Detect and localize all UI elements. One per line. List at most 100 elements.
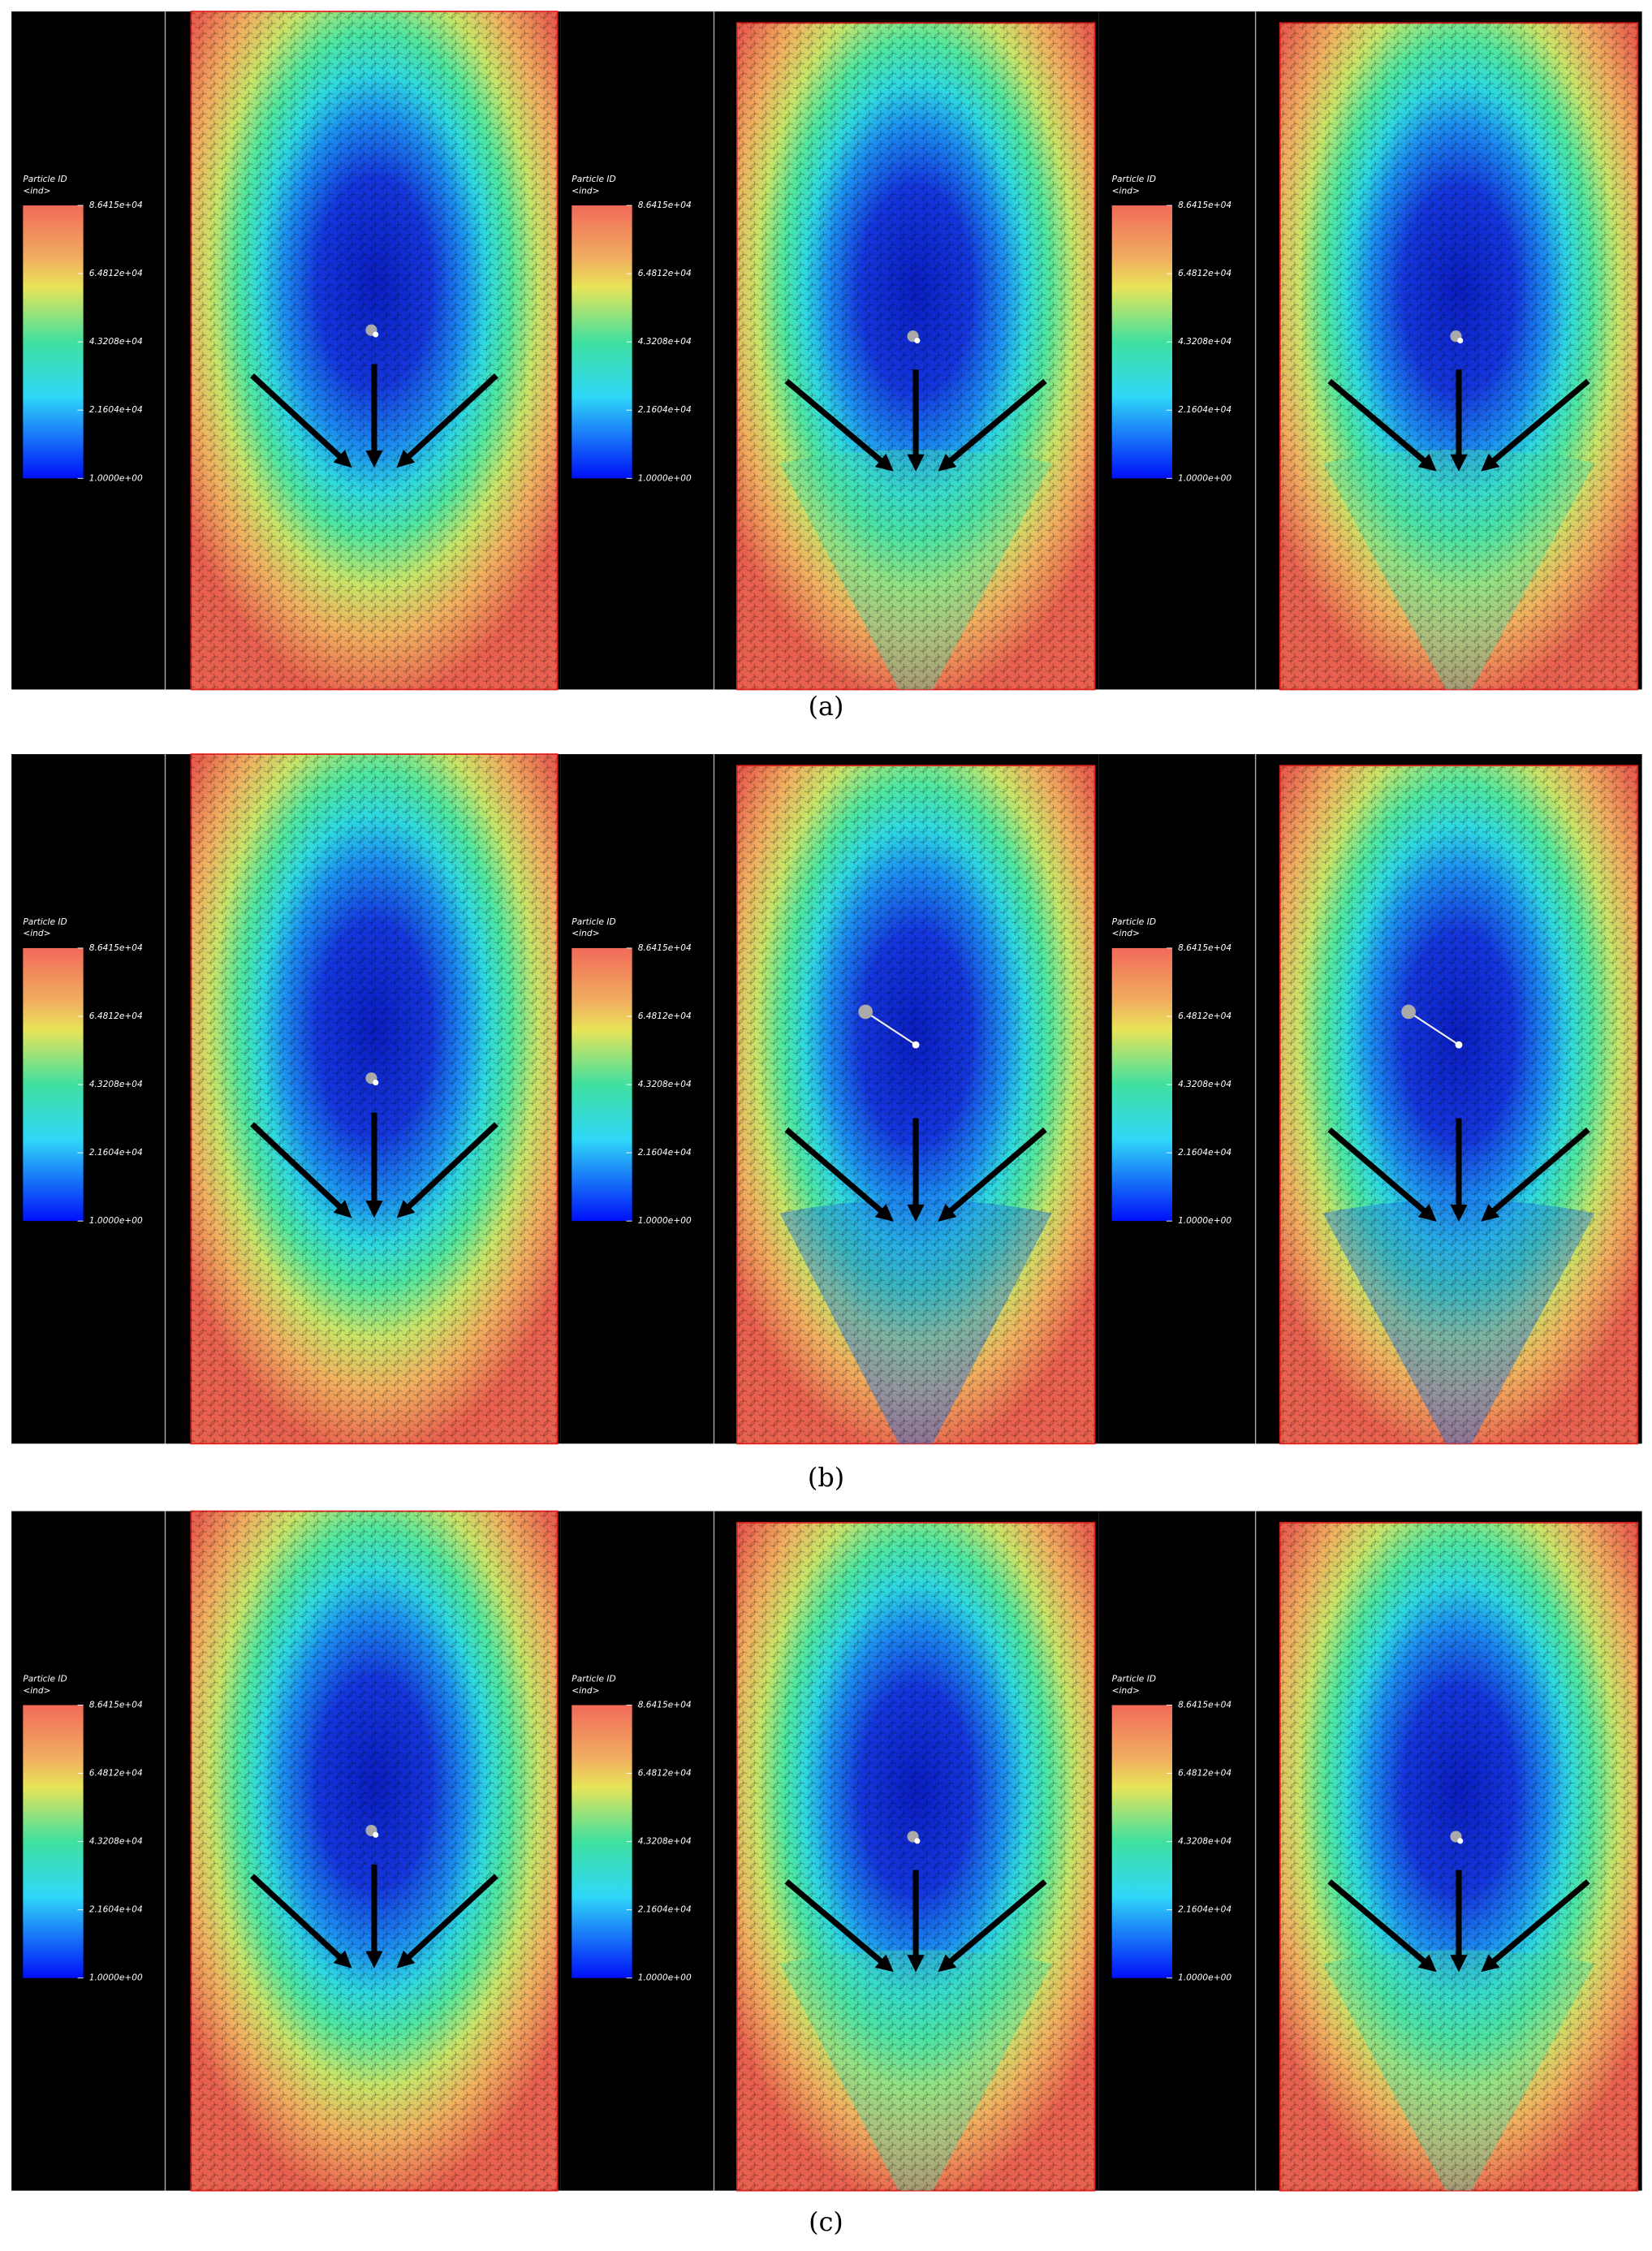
colorbar-tick-label: 8.6415e+04 — [89, 942, 143, 953]
colorbar-title: Particle ID — [23, 1674, 67, 1684]
colorbar-unit: <ind> — [23, 928, 50, 938]
arrow — [250, 1874, 352, 1969]
colorbar — [23, 1705, 84, 1978]
colorbar-tick-label: 1.0000e+00 — [89, 1973, 143, 1983]
figure-body: Particle ID<ind>8.6415e+046.4812e+044.32… — [11, 11, 1642, 2237]
panel: Particle ID<ind> 8.6415e+04 6.4812e+04 4.32… — [11, 11, 561, 691]
colorbar-tick-label: 6.4812e+04 — [89, 1011, 143, 1021]
sphere-tip — [914, 337, 921, 344]
panel: Particle ID<ind> 8.6415e+04 6.4812e+04 4.32… — [560, 1511, 1099, 2192]
arrow — [784, 1127, 894, 1222]
arrow — [250, 1122, 352, 1218]
colorbar-title: Particle ID — [1112, 1674, 1156, 1684]
panel: Particle ID<ind> 8.6415e+04 6.4812e+04 4.32… — [11, 753, 561, 1445]
colorbar-unit: <ind> — [23, 1685, 50, 1696]
colorbar-tick-label: 4.3208e+04 — [638, 1836, 692, 1847]
colorbar-tick-label: 8.6415e+04 — [1178, 200, 1231, 210]
colorbar — [23, 947, 84, 1222]
colorbar-tick-label: 8.6415e+04 — [1178, 1700, 1231, 1710]
colorbar — [572, 1705, 632, 1978]
colorbar-tick-label: 1.0000e+00 — [89, 472, 143, 483]
row-label: (c) — [809, 2206, 843, 2237]
colorbar-tick-label: 2.1604e+04 — [1178, 404, 1231, 415]
colorbar-title: Particle ID — [23, 174, 67, 184]
colorbar-tick-label: 2.1604e+04 — [638, 1904, 692, 1915]
colorbar-tick-label: 8.6415e+04 — [638, 200, 692, 210]
colorbar-tick-label: 1.0000e+00 — [1178, 1215, 1231, 1226]
sphere-tip — [1455, 1041, 1463, 1049]
sphere-tip — [1457, 337, 1464, 344]
panel: Particle ID<ind> 8.6415e+04 6.4812e+04 4.32… — [560, 754, 1099, 1445]
sphere-tip — [914, 1838, 921, 1844]
sphere-tip — [373, 1080, 379, 1086]
colorbar-tick-label: 6.4812e+04 — [89, 1768, 143, 1779]
colorbar-tick-label: 6.4812e+04 — [89, 268, 143, 278]
pendulum-rod — [865, 1011, 917, 1046]
colorbar — [572, 947, 632, 1222]
arrow — [396, 373, 498, 468]
colorbar-unit: <ind> — [1112, 1685, 1140, 1696]
colorbar-tick-label: 4.3208e+04 — [89, 336, 143, 347]
colorbar-tick-label: 1.0000e+00 — [638, 1215, 692, 1226]
colorbar — [572, 205, 632, 479]
arrow — [1327, 1127, 1437, 1222]
arrow — [1327, 1879, 1437, 1973]
colorbar-tick-label: 2.1604e+04 — [89, 1904, 143, 1915]
colorbar-tick-label: 4.3208e+04 — [89, 1079, 143, 1089]
colorbar-tick-label: 8.6415e+04 — [638, 942, 692, 953]
arrow — [1481, 1127, 1590, 1222]
colorbar-tick-label: 6.4812e+04 — [1178, 1768, 1231, 1779]
colorbar-tick-label: 4.3208e+04 — [89, 1836, 143, 1847]
colorbar-unit: <ind> — [1112, 928, 1140, 938]
colorbar-tick-label: 1.0000e+00 — [638, 472, 692, 483]
colorbar-tick-label: 4.3208e+04 — [1178, 336, 1231, 347]
colorbar-tick-label: 2.1604e+04 — [638, 404, 692, 415]
colorbar-tick-label: 8.6415e+04 — [89, 200, 143, 210]
colorbar-tick-label: 8.6415e+04 — [89, 1700, 143, 1710]
arrow — [784, 1879, 894, 1973]
sphere-tip — [373, 331, 379, 338]
colorbar-title: Particle ID — [1112, 916, 1156, 927]
pendulum-rod — [1408, 1011, 1460, 1046]
colorbar-unit: <ind> — [572, 1685, 599, 1696]
sphere-tip — [373, 1831, 379, 1838]
colorbar-tick-label: 2.1604e+04 — [89, 404, 143, 415]
colorbar-unit: <ind> — [572, 928, 599, 938]
arrow — [396, 1874, 498, 1969]
particle-texture — [736, 23, 1095, 690]
row-label: (b) — [808, 1462, 844, 1493]
colorbar-tick-label: 6.4812e+04 — [638, 1011, 692, 1021]
sphere-tip — [912, 1041, 920, 1049]
particle-texture — [1279, 23, 1638, 690]
arrow — [1327, 378, 1437, 472]
colorbar-title: Particle ID — [1112, 174, 1156, 184]
colorbar-tick-label: 4.3208e+04 — [1178, 1836, 1231, 1847]
sphere — [858, 1004, 873, 1020]
panel: Particle ID<ind> 8.6415e+04 6.4812e+04 4.32… — [1098, 754, 1642, 1445]
panel: Particle ID<ind> 8.6415e+04 6.4812e+04 4.32… — [1098, 11, 1642, 691]
colorbar-unit: <ind> — [572, 185, 599, 196]
arrow — [938, 1879, 1047, 1973]
colorbar — [23, 205, 84, 479]
sphere-tip — [1457, 1838, 1464, 1844]
colorbar-tick-label: 1.0000e+00 — [1178, 472, 1231, 483]
particle-texture — [191, 1511, 558, 2191]
arrow — [1481, 378, 1590, 472]
row-label: (a) — [809, 691, 844, 722]
colorbar-tick-label: 6.4812e+04 — [1178, 1011, 1231, 1021]
arrow — [938, 1127, 1047, 1222]
colorbar — [1111, 205, 1172, 479]
colorbar-tick-label: 2.1604e+04 — [638, 1147, 692, 1158]
particle-texture — [1279, 765, 1638, 1444]
colorbar — [1111, 1705, 1172, 1978]
colorbar-tick-label: 4.3208e+04 — [1178, 1079, 1231, 1089]
colorbar-tick-label: 2.1604e+04 — [1178, 1904, 1231, 1915]
colorbar-tick-label: 1.0000e+00 — [89, 1215, 143, 1226]
particle-texture — [1279, 1522, 1638, 2191]
arrow — [250, 373, 352, 468]
colorbar-tick-label: 1.0000e+00 — [638, 1973, 692, 1983]
arrow — [938, 378, 1047, 472]
colorbar-tick-label: 8.6415e+04 — [1178, 942, 1231, 953]
colorbar-tick-label: 1.0000e+00 — [1178, 1973, 1231, 1983]
